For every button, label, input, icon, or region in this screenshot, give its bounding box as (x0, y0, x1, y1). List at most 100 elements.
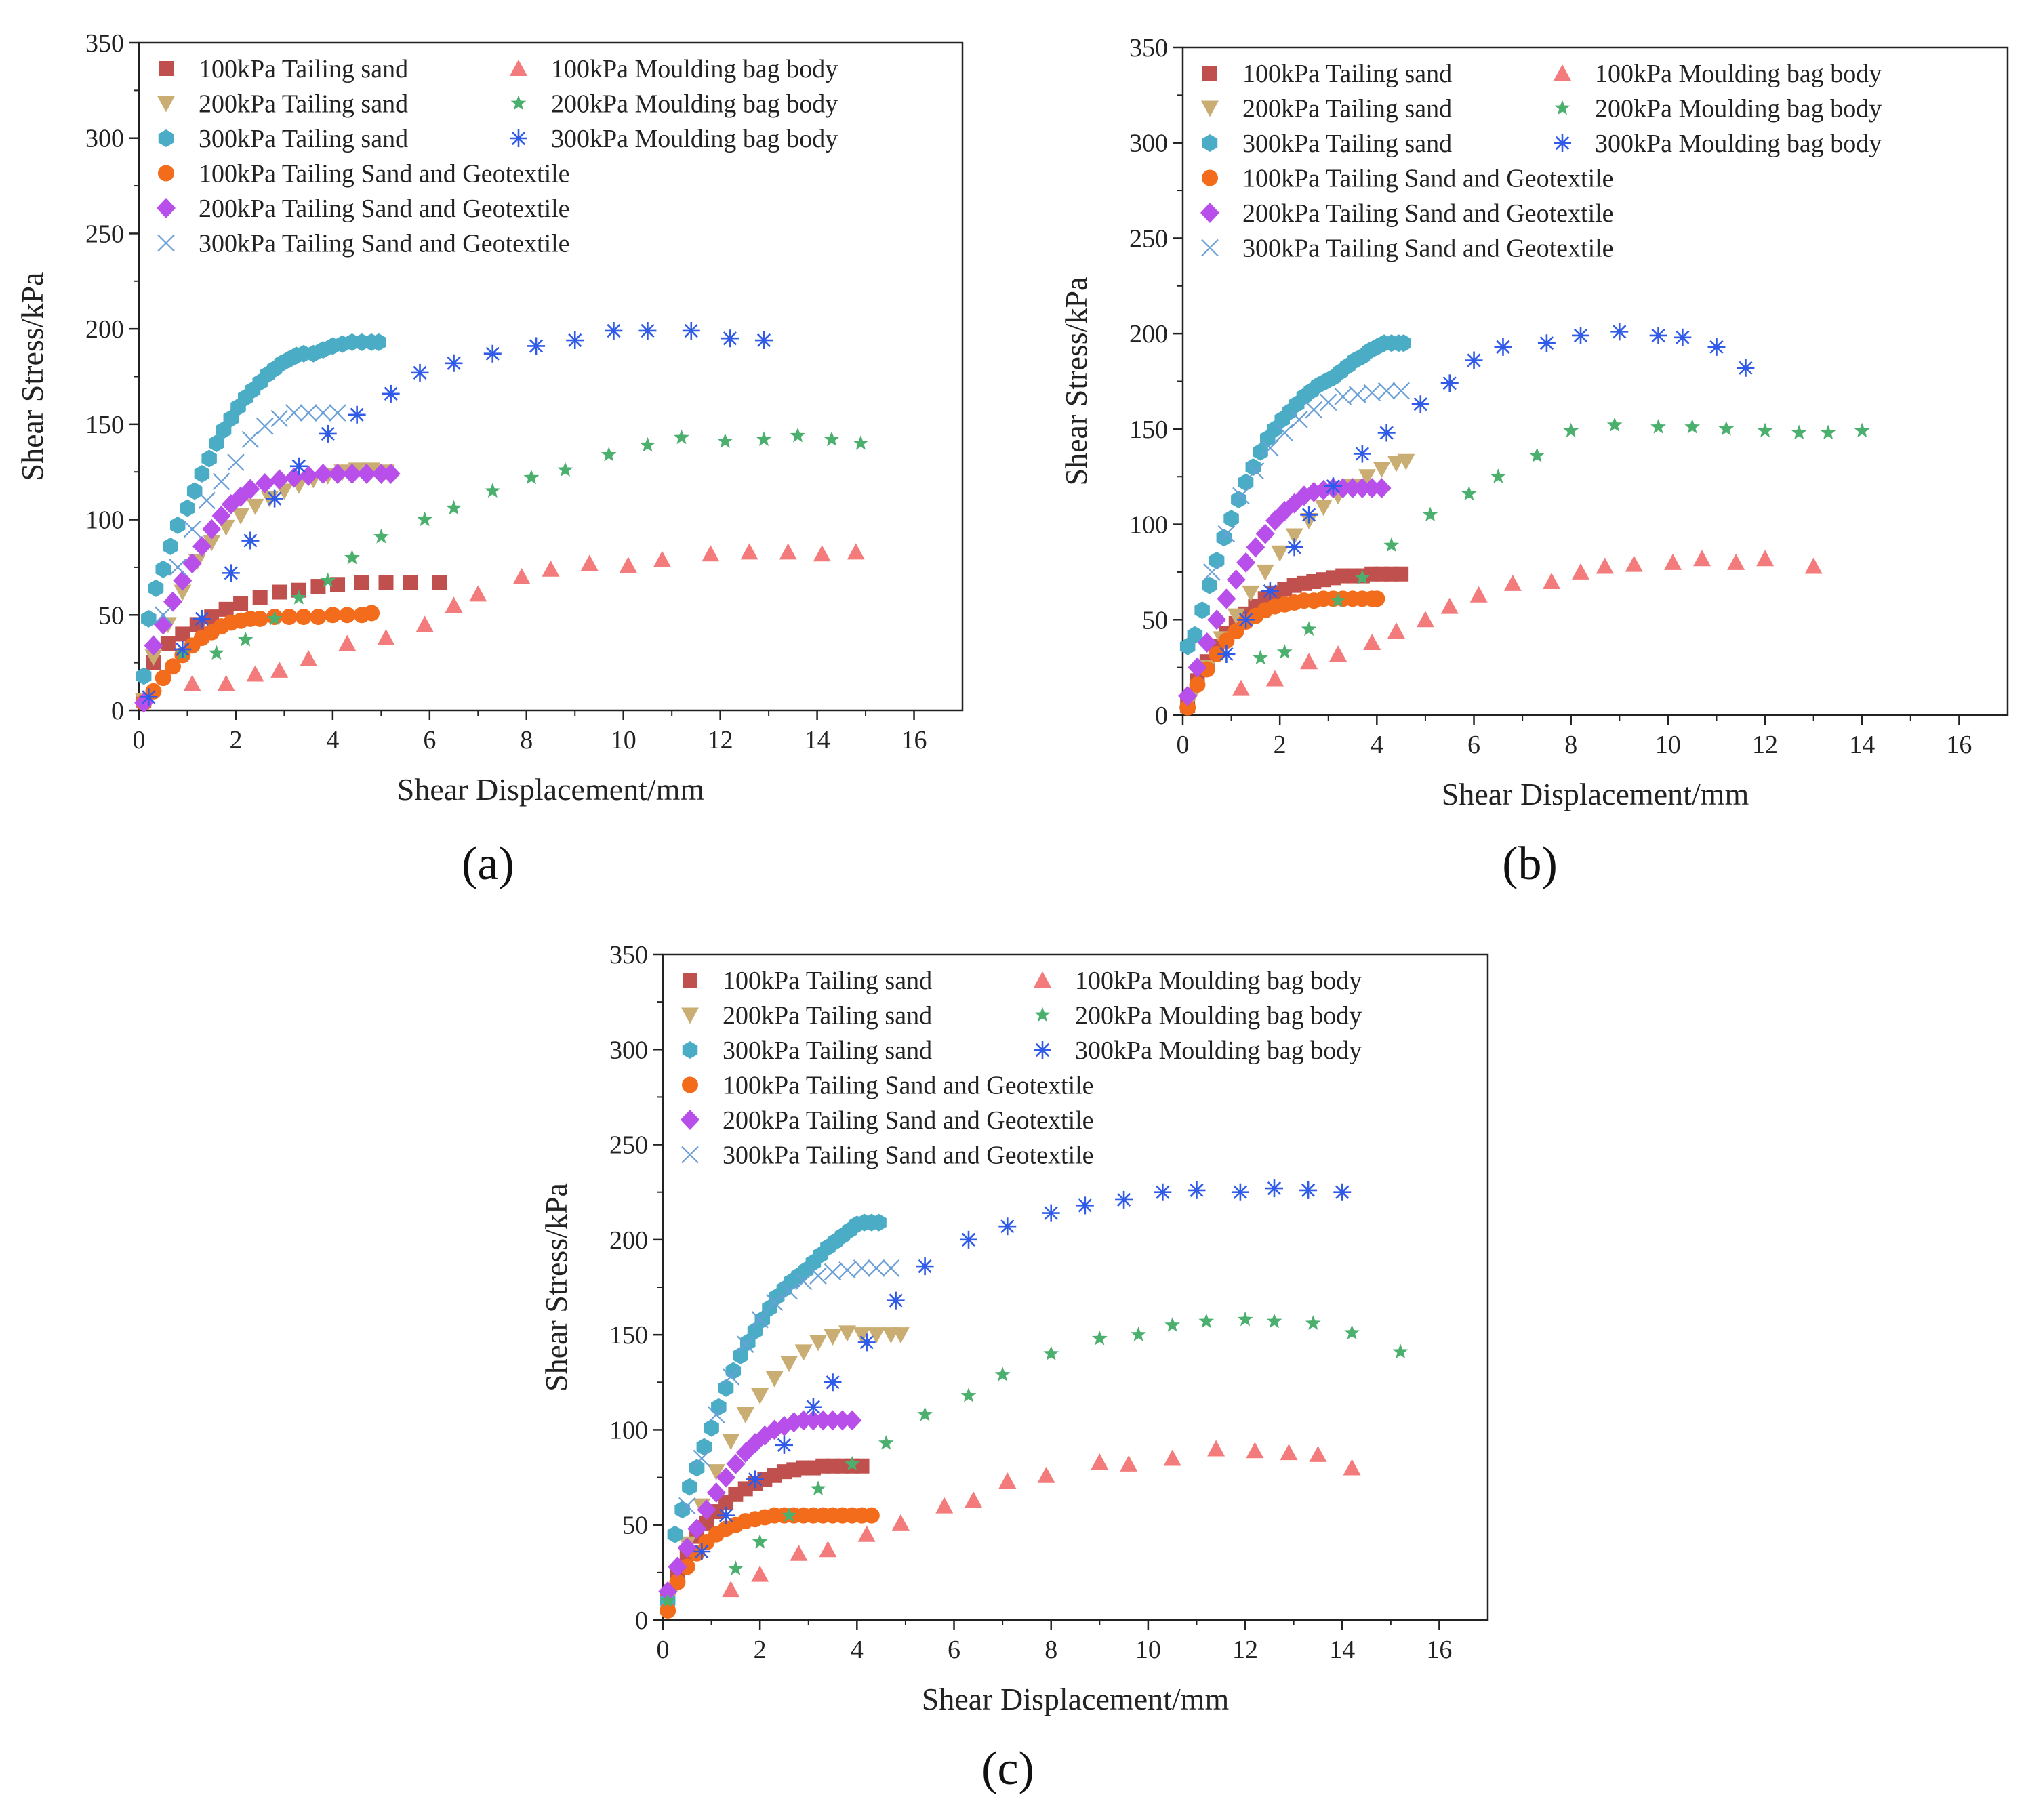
data-point (246, 665, 264, 682)
x-tick-label: 12 (1752, 731, 1778, 759)
legend-marker (159, 61, 174, 76)
data-point (1422, 506, 1438, 522)
data-point (432, 575, 447, 590)
data-point (1572, 563, 1590, 580)
y-tick-label: 150 (609, 1321, 648, 1350)
data-point (1353, 445, 1371, 463)
legend-label: 300kPa Tailing sand (1242, 129, 1452, 158)
data-point (270, 409, 289, 428)
data-point (1440, 597, 1459, 614)
data-point (693, 1542, 711, 1560)
data-point (382, 384, 400, 403)
data-point (1606, 417, 1623, 432)
legend: 100kPa Tailing sand 200kPa Tailing sand 30… (681, 967, 1362, 1170)
data-point (717, 1506, 735, 1524)
data-point (160, 636, 176, 651)
data-point (868, 1259, 885, 1277)
data-point (1253, 649, 1268, 665)
data-point (1362, 478, 1382, 499)
data-point (198, 491, 216, 510)
data-point (1707, 338, 1726, 356)
series-6 (722, 1440, 1361, 1598)
data-point (1256, 564, 1274, 581)
data-point (1188, 1181, 1206, 1199)
y-tick-label: 150 (85, 411, 124, 439)
data-point (1804, 557, 1823, 574)
data-point (780, 1282, 798, 1300)
x-axis-label: Shear Displacement/mm (397, 772, 705, 807)
data-point (1537, 334, 1556, 352)
data-point (1314, 500, 1333, 517)
data-point (354, 575, 369, 590)
series-7 (174, 427, 869, 660)
data-point (217, 674, 235, 691)
x-tick-label: 2 (754, 1636, 767, 1664)
data-point (227, 453, 245, 471)
data-point (1610, 323, 1629, 341)
data-point (605, 321, 623, 340)
legend-marker (1554, 100, 1570, 115)
data-point (1261, 582, 1279, 601)
data-point (803, 1410, 823, 1431)
y-axis-label: Shear Stress/kPa (15, 272, 49, 481)
x-tick-label: 10 (1655, 731, 1681, 759)
data-point (1333, 478, 1353, 499)
data-point (853, 435, 869, 450)
data-point (310, 579, 326, 594)
series-2 (1179, 334, 1411, 655)
data-point (1625, 555, 1643, 572)
data-point (711, 1398, 727, 1416)
x-tick-label: 12 (708, 726, 733, 754)
data-point (255, 473, 275, 494)
data-point (1494, 338, 1512, 356)
data-point (1232, 487, 1250, 505)
data-point (754, 331, 773, 350)
data-point (1246, 1442, 1264, 1459)
data-point (144, 649, 163, 666)
y-tick-label: 50 (622, 1512, 648, 1540)
legend-label: 100kPa Tailing sand (1242, 60, 1452, 88)
data-point (853, 1327, 871, 1344)
data-point (523, 469, 540, 485)
data-point (878, 1435, 894, 1450)
data-point (751, 1565, 769, 1582)
data-point (1396, 334, 1411, 352)
data-point (580, 554, 599, 571)
data-point (1333, 1183, 1352, 1201)
y-tick-label: 50 (1142, 606, 1168, 634)
data-point (677, 1537, 697, 1558)
data-point (1373, 461, 1391, 478)
data-point (154, 606, 172, 624)
data-point (208, 645, 224, 660)
x-tick-label: 16 (901, 726, 927, 754)
data-point (1179, 637, 1196, 655)
data-point (320, 572, 336, 588)
data-point (867, 1327, 885, 1344)
data-point (1163, 1449, 1181, 1466)
data-point (1271, 545, 1289, 562)
y-tick-label: 200 (1129, 320, 1168, 348)
legend-label: 200kPa Tailing Sand and Geotextile (1242, 199, 1614, 228)
data-point (1232, 679, 1250, 696)
panel-label: (b) (1502, 838, 1558, 890)
legend-marker (1034, 1041, 1051, 1059)
data-point (660, 1602, 676, 1619)
x-tick-label: 6 (1467, 731, 1480, 759)
series-4 (1178, 478, 1392, 706)
y-tick-label: 0 (635, 1606, 648, 1635)
data-point (765, 1371, 784, 1388)
series-7 (660, 1311, 1408, 1608)
data-point (678, 1497, 696, 1515)
legend-marker (1554, 64, 1571, 81)
legend-marker (681, 1146, 699, 1164)
data-point (328, 464, 348, 485)
data-point (668, 1556, 687, 1577)
legend-label: 200kPa Moulding bag body (1595, 95, 1882, 123)
data-point (212, 472, 230, 491)
data-point (854, 1458, 870, 1474)
data-point (775, 1436, 793, 1454)
legend-marker (683, 973, 697, 988)
data-point (780, 1356, 798, 1373)
y-tick-label: 350 (1129, 34, 1168, 62)
data-point (1236, 552, 1256, 573)
